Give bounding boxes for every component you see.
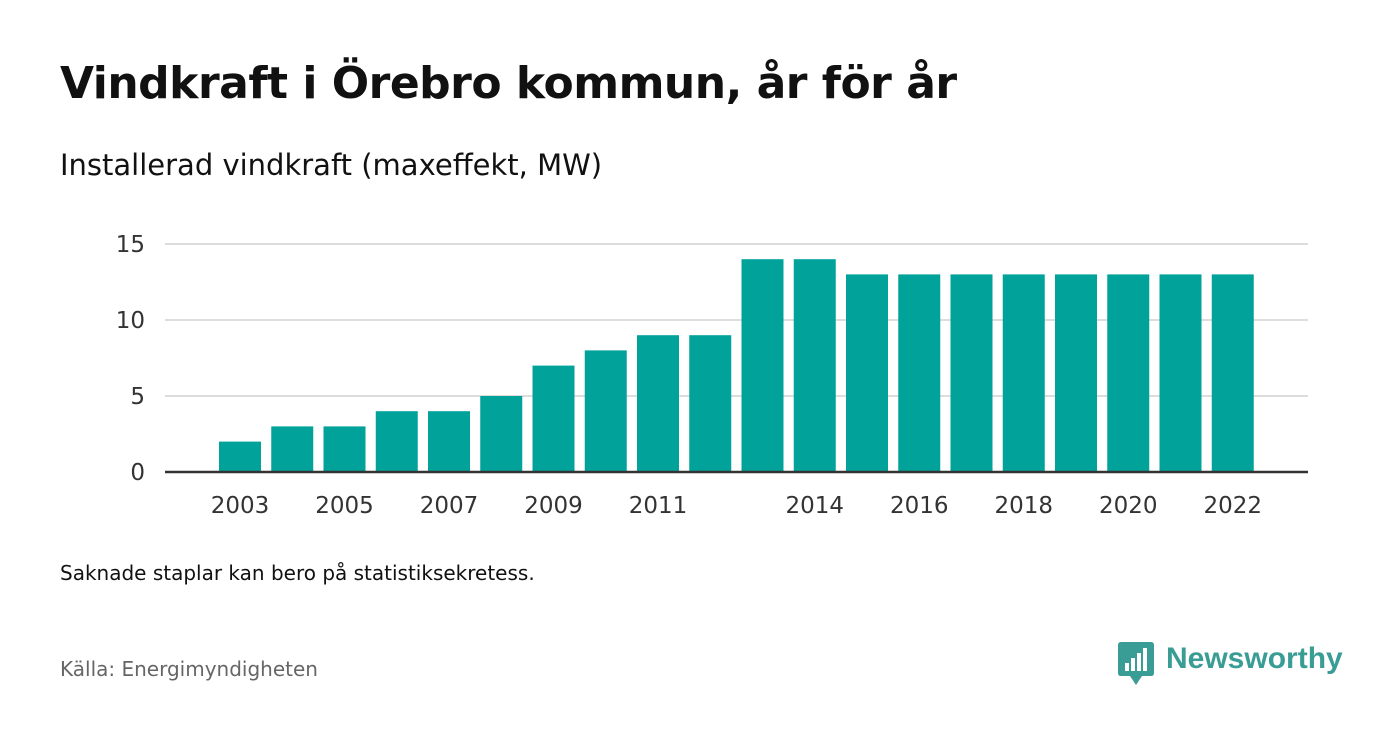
bar-2010 [584,350,627,472]
x-tick-label: 2007 [420,493,479,519]
bar-2019 [1055,274,1097,472]
bar-2020 [1107,274,1150,472]
bar-2012 [689,335,732,472]
bar-2013 [741,259,784,472]
y-tick-label: 10 [116,308,145,334]
newsworthy-logo: Newsworthy [1118,642,1343,686]
footnote: Saknade staplar kan bero på statistiksek… [60,561,535,585]
bar-2007 [428,411,470,472]
x-tick-label: 2018 [994,493,1053,519]
y-tick-label: 5 [130,384,145,410]
bar-2022 [1211,274,1254,472]
newsworthy-logo-icon [1118,642,1154,685]
bar-2014 [793,259,836,472]
bar-2017 [950,274,993,472]
bar-2004 [271,426,314,472]
x-tick-label: 2014 [785,493,844,519]
bar-2021 [1159,274,1202,472]
chart-subtitle: Installerad vindkraft (maxeffekt, MW) [60,148,603,182]
x-tick-label: 2005 [315,493,374,519]
chart-title: Vindkraft i Örebro kommun, år för år [60,58,957,109]
bar-2006 [375,411,418,472]
bar-2011 [637,335,679,472]
bar-2016 [898,274,941,472]
bars [219,259,1254,472]
axes: 0 5 10 15 2003 2005 2007 2009 2011 2014 2016 2018 20… [116,232,1308,519]
x-tick-label: 2016 [890,493,949,519]
bar-2003 [219,441,261,472]
x-tick-label: 2003 [211,493,270,519]
bar-2015 [846,274,888,472]
bar-2008 [480,396,523,472]
bar-2005 [323,426,366,472]
x-tick-label: 2011 [629,493,688,519]
y-tick-label: 15 [116,232,145,258]
y-tick-label: 0 [130,460,145,486]
bar-2009 [532,365,575,472]
brand-name: Newsworthy [1166,642,1343,675]
source-credit: Källa: Energimyndigheten [60,657,318,681]
x-tick-label: 2022 [1203,493,1262,519]
x-tick-label: 2020 [1099,493,1158,519]
bar-2018 [1002,274,1045,472]
x-tick-label: 2009 [524,493,583,519]
